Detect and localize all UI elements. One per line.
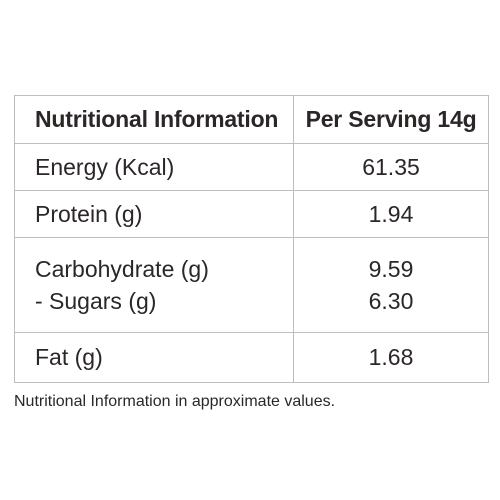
table-header-row: Nutritional Information Per Serving 14g [15, 96, 488, 144]
table-row: Energy (Kcal) 61.35 [15, 144, 488, 191]
carbohydrate-value-cell: 9.59 6.30 [294, 238, 488, 332]
row-value-sugars: 6.30 [368, 288, 414, 314]
row-value-protein: 1.94 [368, 200, 414, 227]
row-label-sugars: - Sugars (g) [35, 288, 157, 314]
table-row: Fat (g) 1.68 [15, 333, 488, 382]
row-label-fat: Fat (g) [35, 344, 103, 370]
row-label-protein: Protein (g) [35, 200, 143, 227]
row-value-carbohydrate: 9.59 [368, 256, 414, 282]
nutrition-table: Nutritional Information Per Serving 14g … [14, 95, 489, 383]
row-label-carbohydrate: Carbohydrate (g) [35, 256, 209, 282]
table-row: Carbohydrate (g) - Sugars (g) 9.59 6.30 [15, 238, 488, 333]
carbohydrate-label-cell: Carbohydrate (g) - Sugars (g) [15, 238, 293, 332]
header-serving: Per Serving 14g [305, 106, 477, 132]
row-value-fat: 1.68 [368, 344, 414, 370]
footnote: Nutritional Information in approximate v… [14, 393, 336, 410]
row-label-energy: Energy (Kcal) [35, 153, 175, 180]
column-divider [293, 96, 294, 382]
row-value-energy: 61.35 [362, 153, 420, 180]
header-label: Nutritional Information [35, 106, 279, 132]
table-row: Protein (g) 1.94 [15, 191, 488, 238]
